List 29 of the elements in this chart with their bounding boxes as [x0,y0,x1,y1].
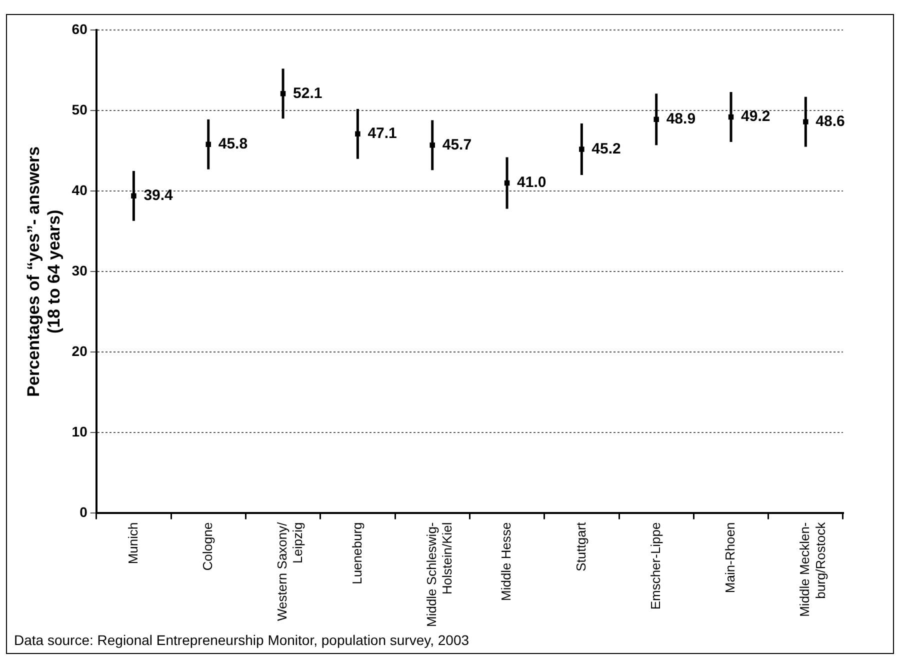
y-tick-label: 0 [80,504,88,520]
x-tick-label: Emscher-Lippe [648,522,663,610]
data-label: 45.8 [218,136,248,153]
x-tick-label: Western Saxony/ Leipzig [274,522,306,622]
x-tick-label: Munich [125,522,140,564]
y-tick-label: 50 [72,101,88,118]
data-label: 45.2 [592,140,621,158]
y-tick-label: 60 [72,20,88,37]
data-label: 48.6 [816,112,845,130]
data-label: 47.1 [368,125,397,142]
y-tick-label: 30 [72,262,88,278]
data-label: 41.0 [517,174,546,192]
data-label: 52.1 [293,84,322,102]
x-tick-label: Middle Mecklen- burg/Rostock [797,522,828,617]
y-tick-label: 10 [72,424,88,440]
data-label: 45.7 [442,136,472,154]
y-axis-title: Percentages of “yes”- answers (18 to 64 years) [24,146,64,397]
x-tick-label: Middle Schleswig- Holstein/Kiel [424,522,455,628]
data-label: 39.4 [144,187,174,204]
x-tick-label: Main-Rhoen [722,522,738,594]
data-label: 49.2 [741,108,770,126]
y-tick-label: 20 [72,343,88,360]
source-note: Data source: Regional Entrepreneurship Monitor, population survey, 2003 [14,632,470,648]
data-label: 48.9 [666,110,696,128]
x-tick-label: Cologne [200,522,215,571]
x-tick-label: Lueneburg [349,522,364,584]
x-tick-label: Stuttgart [573,522,588,572]
y-tick-label: 40 [72,182,88,198]
x-tick-label: Middle Hesse [498,522,514,602]
